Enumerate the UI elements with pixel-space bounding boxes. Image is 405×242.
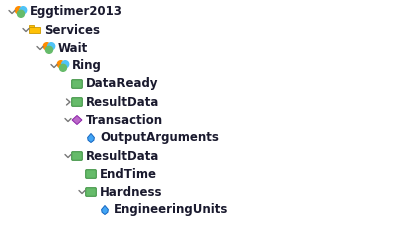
Polygon shape (87, 134, 94, 143)
Text: Services: Services (44, 23, 100, 37)
Text: OutputArguments: OutputArguments (100, 131, 218, 144)
Polygon shape (72, 115, 82, 124)
FancyBboxPatch shape (30, 27, 40, 33)
FancyBboxPatch shape (30, 24, 34, 27)
Text: Wait: Wait (58, 41, 88, 54)
FancyBboxPatch shape (72, 98, 82, 106)
FancyBboxPatch shape (72, 80, 82, 88)
FancyBboxPatch shape (72, 152, 82, 160)
Text: ResultData: ResultData (86, 150, 159, 162)
Circle shape (15, 7, 22, 14)
Polygon shape (101, 205, 108, 214)
Circle shape (57, 61, 64, 68)
Circle shape (17, 10, 24, 17)
Circle shape (62, 61, 68, 68)
Circle shape (45, 46, 52, 53)
Circle shape (20, 7, 27, 14)
Circle shape (47, 43, 55, 50)
Text: ResultData: ResultData (86, 96, 159, 108)
Text: EngineeringUnits: EngineeringUnits (114, 204, 228, 217)
Circle shape (43, 43, 50, 50)
Text: DataReady: DataReady (86, 77, 158, 91)
Text: Eggtimer2013: Eggtimer2013 (30, 6, 123, 18)
FancyBboxPatch shape (85, 170, 96, 178)
FancyBboxPatch shape (85, 188, 96, 196)
Text: EndTime: EndTime (100, 167, 157, 181)
Circle shape (60, 64, 66, 71)
Text: Transaction: Transaction (86, 113, 163, 127)
Text: Ring: Ring (72, 60, 102, 73)
Text: Hardness: Hardness (100, 186, 162, 198)
